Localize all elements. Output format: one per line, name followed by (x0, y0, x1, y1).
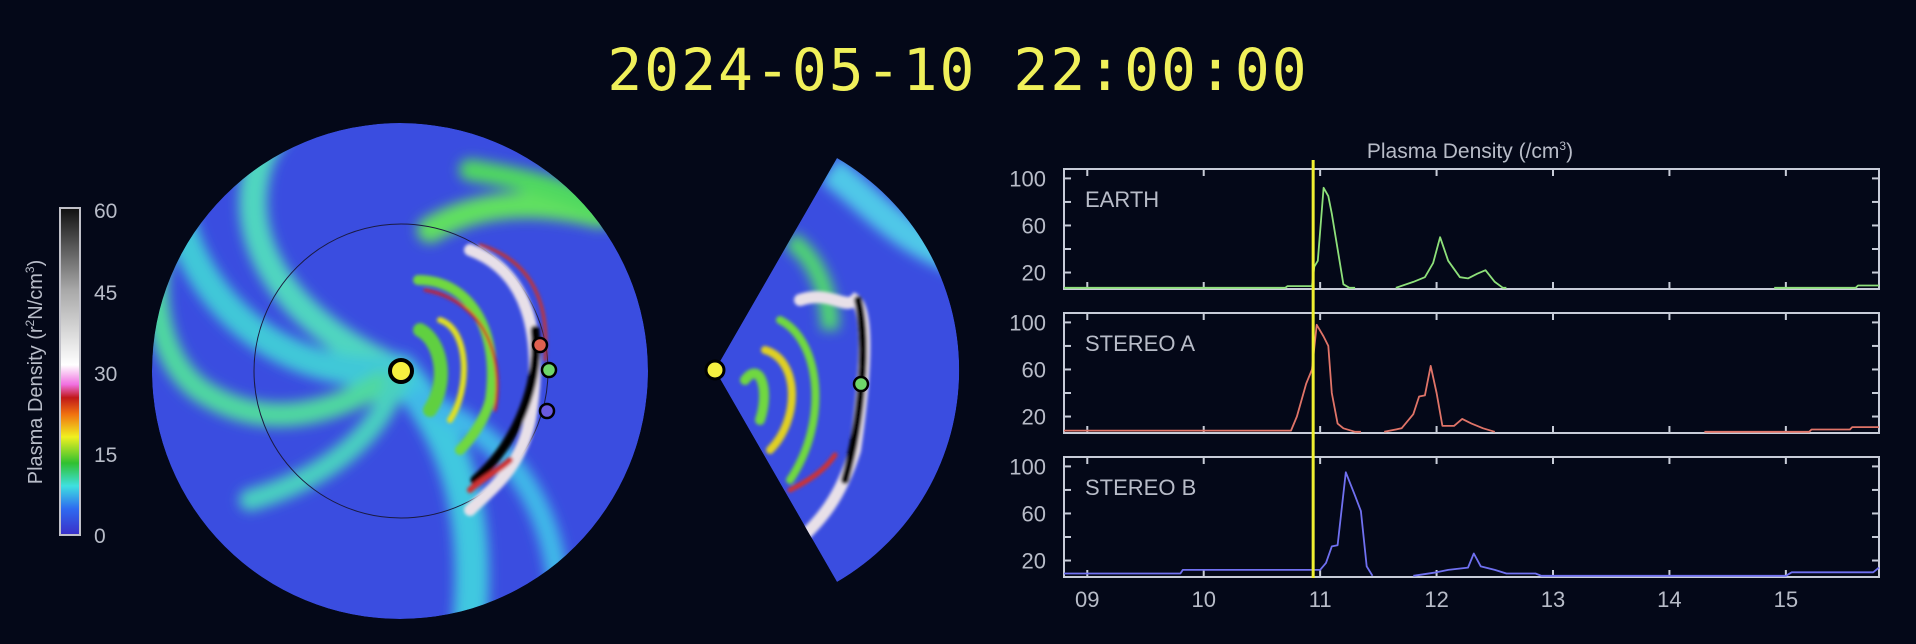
x-tick-label: 13 (1541, 587, 1565, 612)
stereo-b-marker (538, 402, 556, 420)
colorbar-tick: 15 (94, 444, 117, 467)
y-tick-label: 20 (1022, 549, 1046, 574)
series-line (1064, 186, 1879, 289)
stereo-a-marker (531, 336, 549, 354)
colorbar-tick: 0 (94, 525, 106, 548)
colorbar-title: Plasma Density (r2N/cm3) (23, 260, 47, 485)
sun-marker (704, 359, 726, 381)
y-tick-label: 100 (1009, 166, 1046, 191)
series-label: EARTH (1085, 187, 1159, 212)
x-tick-label: 14 (1657, 587, 1681, 612)
colorbar: 60 45 30 15 0 Plasma Density (r2N/cm3) (23, 200, 117, 548)
earth-marker (540, 361, 558, 379)
plot-frame (1063, 456, 1880, 578)
earth-marker (852, 375, 870, 393)
timestamp-title: 2024-05-10 22:00:00 (607, 36, 1309, 104)
series-line (1064, 471, 1880, 577)
meridional-plane-view (704, 158, 960, 582)
x-tick-label: 15 (1774, 587, 1798, 612)
x-tick-label: 10 (1191, 587, 1215, 612)
plot-frame (1063, 312, 1880, 434)
chart-title: Plasma Density (/cm3) (1367, 139, 1573, 163)
x-tick-label: 11 (1309, 587, 1332, 612)
y-tick-label: 60 (1022, 213, 1046, 238)
y-tick-label: 20 (1022, 405, 1046, 430)
series-line (1064, 323, 1879, 433)
colorbar-tick: 45 (94, 282, 117, 305)
ecliptic-plane-view (152, 123, 648, 619)
x-tick-label: 09 (1075, 587, 1099, 612)
chart-panel-stereo-a: 100 60 20 STEREO A (1009, 310, 1880, 434)
colorbar-gradient (59, 207, 81, 536)
y-tick-label: 20 (1022, 261, 1046, 286)
chart-panel-earth: 100 60 20 EARTH (1009, 166, 1880, 290)
colorbar-tick: 30 (94, 363, 117, 386)
x-tick-label: 12 (1424, 587, 1448, 612)
y-tick-label: 100 (1009, 454, 1046, 479)
y-tick-label: 100 (1009, 310, 1046, 335)
plasma-density-charts: Plasma Density (/cm3) 100 60 20 EARTH 100 60 2… (1009, 139, 1880, 612)
series-label: STEREO B (1085, 475, 1196, 500)
sun-marker (388, 358, 414, 384)
plot-frame (1063, 168, 1880, 290)
chart-panel-stereo-b: 100 60 20 STEREO B (1009, 454, 1880, 578)
y-tick-label: 60 (1022, 357, 1046, 382)
colorbar-tick: 60 (94, 200, 117, 223)
y-tick-label: 60 (1022, 501, 1046, 526)
series-label: STEREO A (1085, 331, 1195, 356)
